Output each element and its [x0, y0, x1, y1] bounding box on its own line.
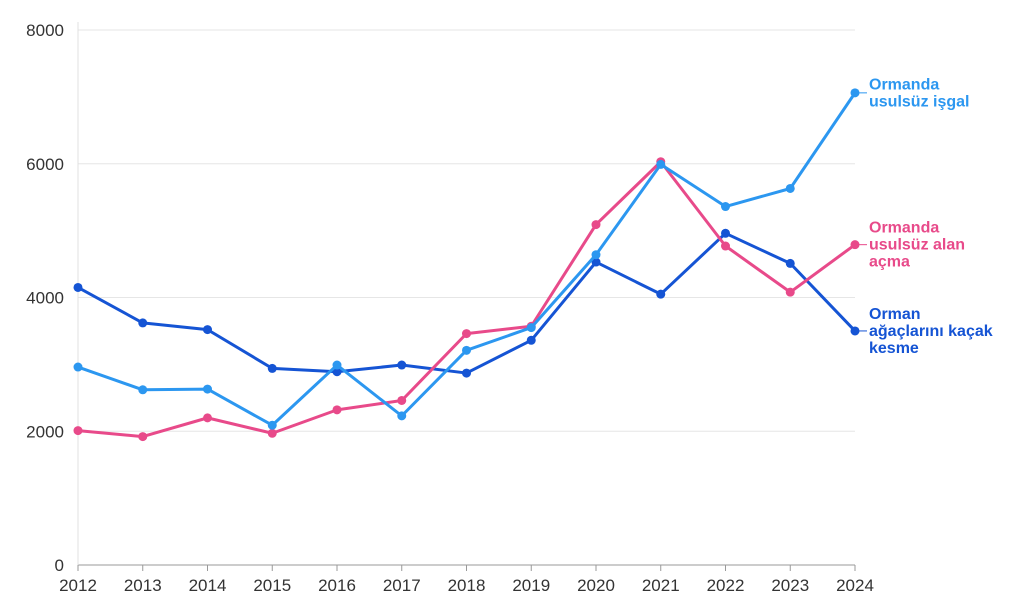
x-tick-label: 2016	[318, 576, 356, 595]
data-point	[138, 385, 148, 395]
x-tick-label: 2023	[771, 576, 809, 595]
data-point	[526, 323, 536, 333]
x-tick-label: 2022	[707, 576, 745, 595]
x-tick-label: 2012	[59, 576, 97, 595]
x-tick-label: 2021	[642, 576, 680, 595]
data-point	[721, 202, 730, 212]
data-point	[850, 326, 860, 336]
data-point	[332, 367, 342, 377]
data-point	[73, 282, 83, 292]
series-3	[73, 88, 860, 430]
data-point	[591, 250, 601, 260]
data-point	[850, 240, 860, 250]
data-point	[267, 428, 277, 438]
series-label: Ormanda usulsüz işgal	[869, 76, 969, 110]
x-tick-label: 2020	[577, 576, 615, 595]
data-point	[785, 183, 795, 193]
data-point	[267, 363, 277, 373]
data-point	[73, 426, 83, 436]
x-tick-label: 2018	[448, 576, 486, 595]
data-point	[203, 325, 212, 335]
data-point	[138, 432, 148, 442]
x-tick-label: 2024	[836, 576, 874, 595]
series-2	[73, 157, 860, 442]
data-point	[73, 362, 83, 372]
data-point	[656, 289, 666, 299]
series-label: Ormanda usulsüz alan açma	[869, 220, 965, 271]
x-tick-label: 2015	[253, 576, 291, 595]
data-point	[397, 360, 407, 370]
x-tick-label: 2014	[189, 576, 227, 595]
series-label: Orman ağaçlarını kaçak kesme	[869, 306, 993, 357]
data-point	[526, 335, 536, 345]
gridlines	[78, 29, 855, 566]
data-point	[462, 345, 471, 355]
data-point	[850, 88, 860, 98]
series-1	[73, 228, 860, 378]
data-point	[332, 360, 342, 370]
series-labels: Orman ağaçlarını kaçak kesme Ormanda usulsüz…	[859, 76, 993, 357]
series-lines	[73, 88, 860, 442]
data-point	[656, 159, 666, 169]
y-tick-label: 4000	[26, 289, 64, 308]
data-point	[138, 318, 148, 328]
data-point	[203, 413, 212, 423]
data-point	[591, 220, 601, 230]
data-point	[721, 228, 730, 238]
data-point	[462, 329, 471, 339]
data-point	[785, 287, 795, 297]
x-tick-label: 2019	[512, 576, 550, 595]
data-point	[203, 384, 212, 394]
y-axis: 0 2000 4000 6000 8000	[26, 21, 79, 575]
y-tick-label: 8000	[26, 21, 64, 40]
data-point	[721, 241, 730, 251]
y-tick-label: 6000	[26, 155, 64, 174]
x-tick-label: 2017	[383, 576, 421, 595]
data-point	[397, 395, 407, 405]
data-point	[267, 420, 277, 430]
x-tick-label: 2013	[124, 576, 162, 595]
y-tick-label: 2000	[26, 422, 64, 441]
data-point	[785, 258, 795, 268]
data-point	[332, 405, 342, 415]
data-point	[397, 411, 407, 421]
y-tick-label: 0	[55, 556, 64, 575]
x-axis: 2012 2013 2014 2015 2016 2017 2018 2019 2020 2021…	[59, 565, 874, 595]
data-point	[462, 368, 471, 378]
data-point	[591, 257, 601, 267]
